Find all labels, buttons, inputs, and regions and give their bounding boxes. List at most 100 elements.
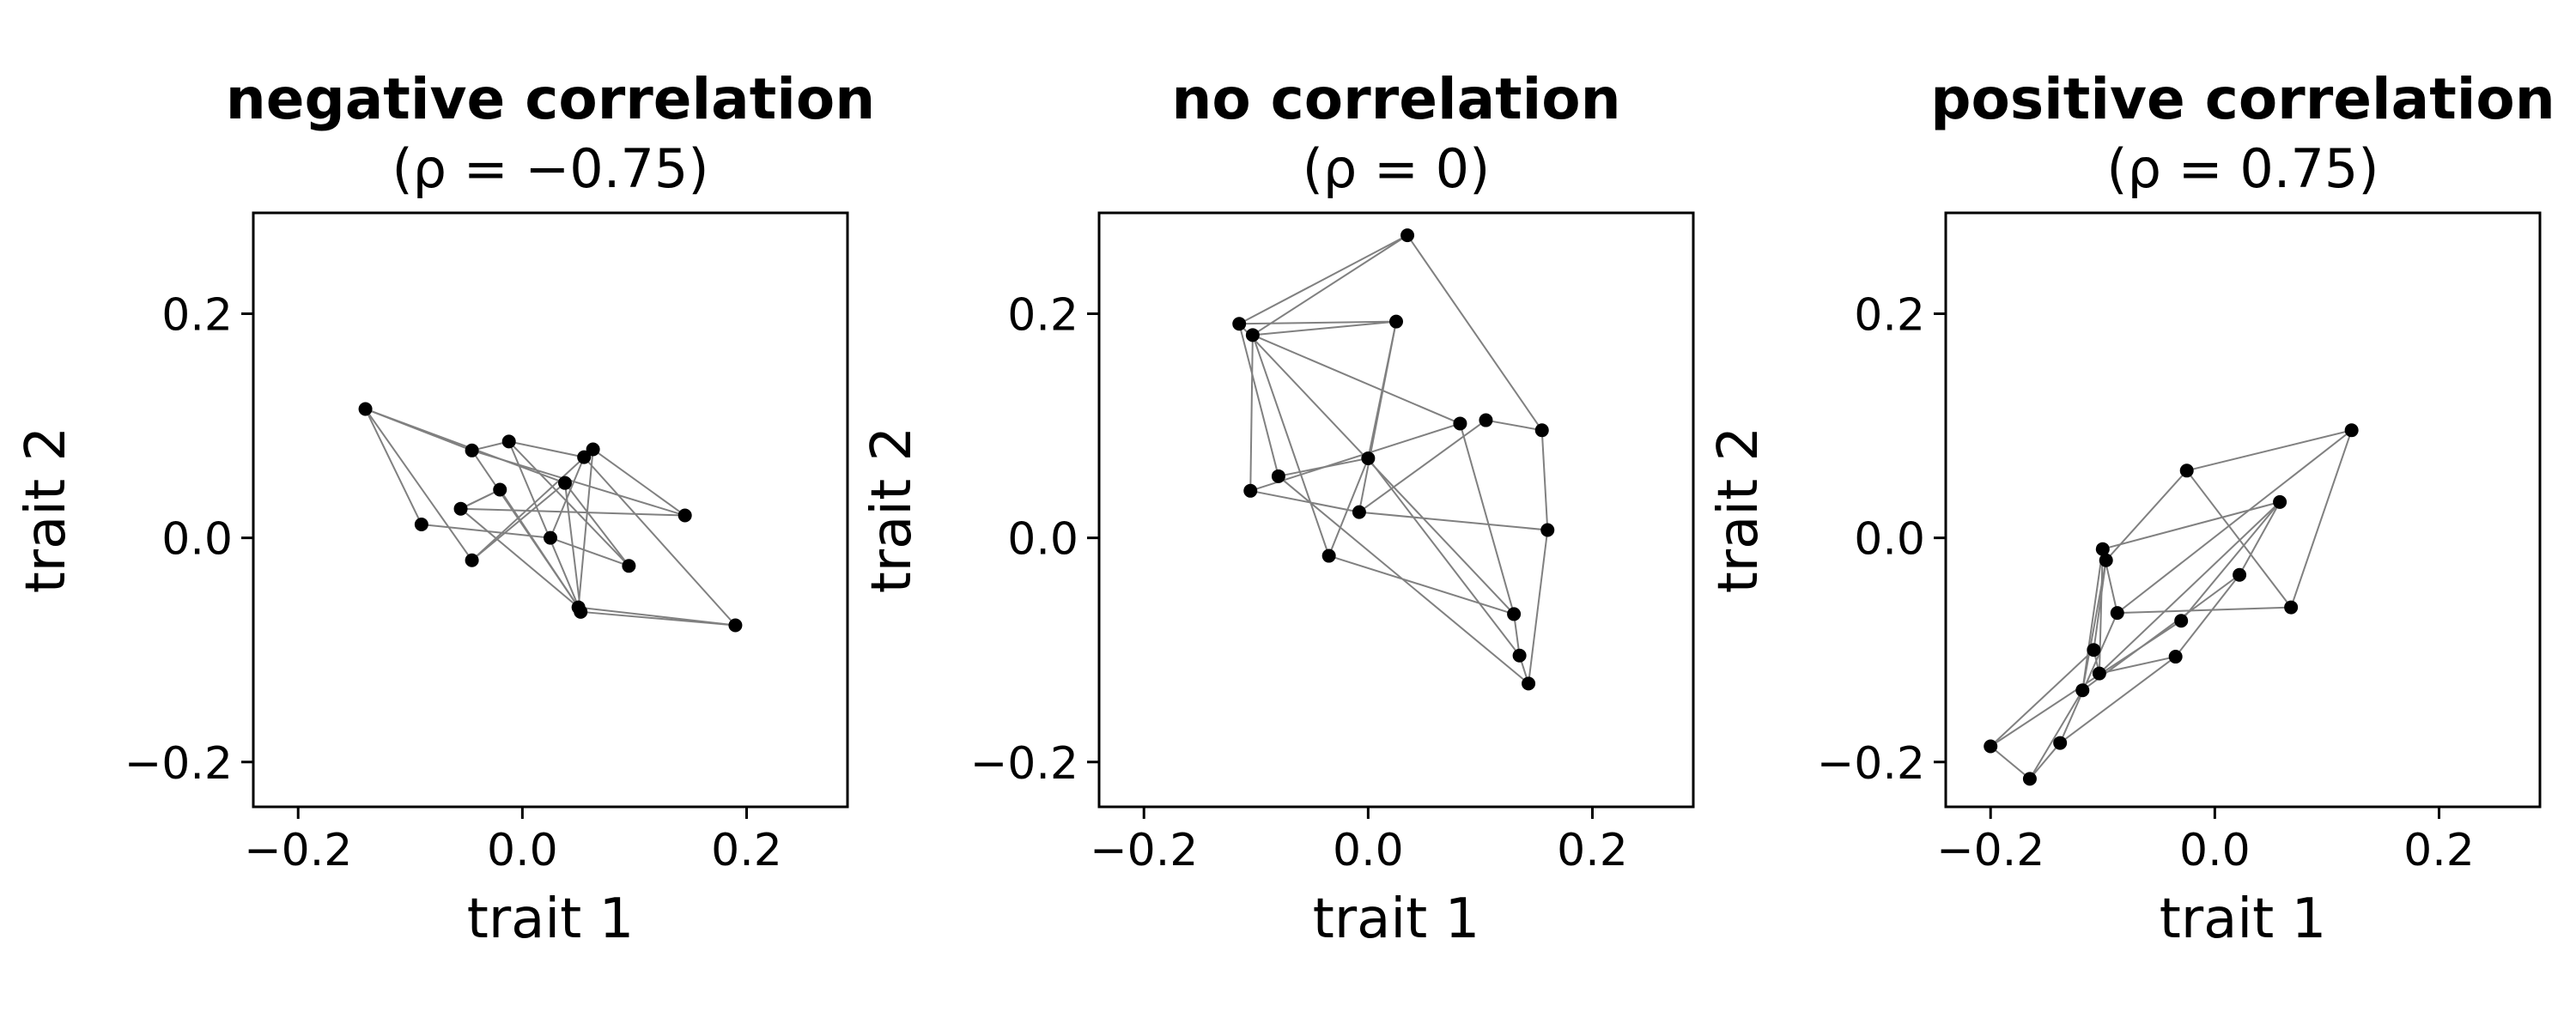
data-point <box>2168 650 2183 664</box>
data-point <box>586 442 600 457</box>
data-point <box>728 618 743 633</box>
network-edge <box>1249 335 1254 491</box>
data-point <box>2095 542 2110 556</box>
data-point <box>1507 607 1522 621</box>
data-point <box>2075 683 2090 698</box>
data-point <box>414 517 428 531</box>
network-edge <box>2180 501 2281 621</box>
network-edge <box>507 440 630 566</box>
data-point <box>2179 464 2194 478</box>
point-layer <box>358 402 743 633</box>
y-tick-label: 0.0 <box>1854 514 1925 566</box>
data-point <box>2022 772 2037 786</box>
y-axis-label: trait 2 <box>1707 427 1771 594</box>
network-edge <box>459 507 580 609</box>
x-tick-label: 0.0 <box>487 825 558 876</box>
data-point <box>453 501 468 516</box>
data-point <box>2344 423 2359 438</box>
network-edge <box>1990 620 2182 748</box>
network-edge <box>1250 489 1360 513</box>
network-edge <box>1459 423 1516 615</box>
panel-subtitle: (ρ = 0) <box>1303 137 1491 200</box>
network-edge <box>2290 429 2353 608</box>
network-edge <box>471 448 594 561</box>
network-edge <box>2239 501 2281 576</box>
network-edge <box>2174 574 2240 657</box>
data-point <box>465 553 479 567</box>
network-edge <box>508 440 585 458</box>
data-point <box>1479 413 1493 427</box>
y-tick-label: 0.2 <box>1007 290 1078 342</box>
edge-layer <box>364 408 737 627</box>
panel-title: negative correlation <box>226 66 875 132</box>
x-axis-label: trait 1 <box>1313 888 1480 951</box>
panel-positive-correlation: positive correlation (ρ = 0.75) −0.2 0.0 0… <box>1707 66 2555 951</box>
edge-layer <box>1238 234 1549 685</box>
data-point <box>1243 483 1258 498</box>
network-edge <box>2029 689 2084 779</box>
network-edge <box>460 507 685 517</box>
x-tick-label: −0.2 <box>1090 825 1198 876</box>
y-tick-label: −0.2 <box>970 738 1078 790</box>
x-tick-label: 0.2 <box>711 825 782 876</box>
panel-subtitle: (ρ = −0.75) <box>392 137 708 200</box>
data-point <box>577 450 592 464</box>
network-edge <box>1540 430 1549 530</box>
panel-title: positive correlation <box>1930 66 2555 132</box>
data-point <box>465 443 479 457</box>
x-tick-label: 0.0 <box>1333 825 1404 876</box>
y-axis-label: trait 2 <box>860 427 924 594</box>
y-tick-label: 0.2 <box>1854 290 1925 342</box>
network-edge <box>2099 656 2176 675</box>
data-point <box>1400 228 1415 243</box>
network-edge <box>1990 649 2095 748</box>
tick-layer: −0.2 0.0 0.2 −0.2 0.0 0.2 <box>1817 290 2475 876</box>
network-edge <box>2081 548 2104 691</box>
network-edge <box>1239 320 1397 325</box>
network-edge <box>471 482 566 561</box>
y-tick-label: 0.2 <box>161 290 233 342</box>
data-point <box>358 402 373 416</box>
network-edge <box>550 536 629 567</box>
network-edge <box>1358 419 1487 513</box>
network-edge <box>1406 234 1543 431</box>
y-tick-label: 0.0 <box>161 514 233 566</box>
data-point <box>557 476 572 490</box>
data-point <box>622 559 636 573</box>
network-edge <box>507 440 582 613</box>
data-point <box>2087 643 2101 657</box>
panel-title: no correlation <box>1171 66 1620 132</box>
network-edge <box>1238 324 1279 477</box>
network-edge <box>2185 470 2292 609</box>
network-edge <box>364 409 422 525</box>
network-edge <box>1252 234 1408 336</box>
network-edge <box>2117 429 2353 614</box>
network-edge <box>1238 234 1408 325</box>
plot-frame <box>252 211 849 809</box>
data-point <box>2284 600 2299 615</box>
x-tick-label: 0.2 <box>1557 825 1628 876</box>
data-point <box>1512 648 1527 663</box>
network-edge <box>471 449 685 517</box>
network-edge <box>1990 745 2031 780</box>
data-point <box>1522 676 1536 691</box>
network-edge <box>1358 321 1397 512</box>
network-edge <box>1528 530 1549 684</box>
network-edge <box>2117 606 2292 615</box>
network-edge <box>1252 334 1461 425</box>
x-axis-label: trait 1 <box>467 888 635 951</box>
y-tick-label: −0.2 <box>1817 738 1925 790</box>
network-edge <box>1367 457 1521 657</box>
network-edge <box>364 408 473 561</box>
plot-frame <box>1097 211 1695 809</box>
data-point <box>2233 567 2247 582</box>
network-edge <box>580 610 736 627</box>
data-point <box>2273 494 2287 509</box>
plot-frame <box>1944 211 2542 809</box>
network-edge <box>583 456 737 627</box>
x-axis-label: trait 1 <box>2160 888 2327 951</box>
y-axis-label: trait 2 <box>15 427 78 594</box>
edge-layer <box>1990 429 2353 780</box>
data-point <box>1321 548 1336 563</box>
data-point <box>677 508 692 523</box>
